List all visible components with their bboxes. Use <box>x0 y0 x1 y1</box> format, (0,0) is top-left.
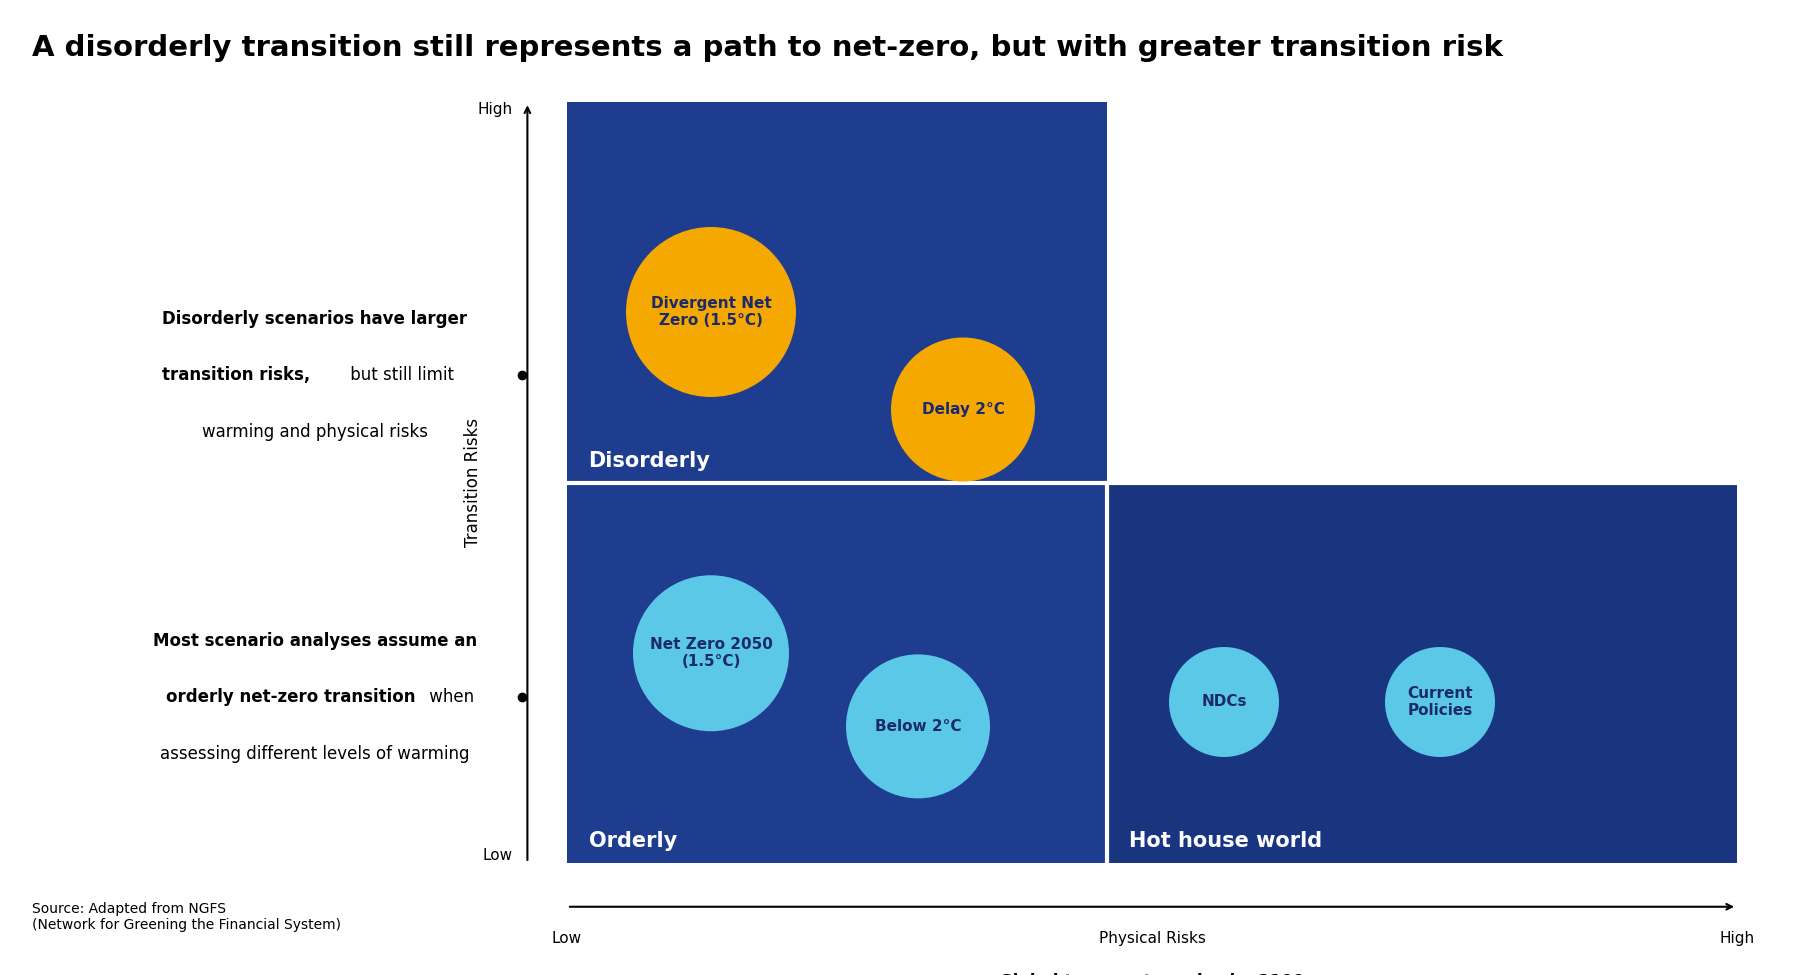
Text: Low: Low <box>553 931 581 946</box>
Text: Divergent Net
Zero (1.5°C): Divergent Net Zero (1.5°C) <box>650 295 772 329</box>
Ellipse shape <box>891 337 1035 482</box>
Text: when: when <box>423 688 473 706</box>
Text: Below 2°C: Below 2°C <box>875 719 961 734</box>
Bar <box>567 102 1107 483</box>
Text: Disorderly: Disorderly <box>589 450 711 471</box>
Text: Global temperature rise by 2100: Global temperature rise by 2100 <box>999 973 1305 975</box>
Text: orderly net-zero transition: orderly net-zero transition <box>166 688 416 706</box>
Bar <box>567 483 1107 863</box>
Ellipse shape <box>1168 647 1280 757</box>
Text: Hot house world: Hot house world <box>1129 831 1321 851</box>
Text: Source: Adapted from NGFS
(Network for Greening the Financial System): Source: Adapted from NGFS (Network for G… <box>32 902 342 932</box>
Text: High: High <box>477 102 513 117</box>
Text: Disorderly scenarios have larger: Disorderly scenarios have larger <box>162 310 468 328</box>
Text: Low: Low <box>482 848 513 863</box>
Text: but still limit: but still limit <box>344 367 454 384</box>
Text: Orderly: Orderly <box>589 831 677 851</box>
Ellipse shape <box>626 227 796 397</box>
Text: Physical Risks: Physical Risks <box>1098 931 1206 946</box>
Ellipse shape <box>846 654 990 799</box>
Text: Most scenario analyses assume an: Most scenario analyses assume an <box>153 632 477 649</box>
Text: NDCs: NDCs <box>1201 694 1247 710</box>
Bar <box>1107 483 1737 863</box>
Text: A disorderly transition still represents a path to net-zero, but with greater tr: A disorderly transition still represents… <box>32 34 1503 62</box>
Text: assessing different levels of warming: assessing different levels of warming <box>160 745 470 762</box>
Text: High: High <box>1719 931 1755 946</box>
Text: warming and physical risks: warming and physical risks <box>202 423 428 441</box>
Ellipse shape <box>1384 647 1496 757</box>
Text: Net Zero 2050
(1.5°C): Net Zero 2050 (1.5°C) <box>650 637 772 670</box>
Text: Delay 2°C: Delay 2°C <box>922 402 1004 417</box>
Ellipse shape <box>634 575 788 731</box>
Text: transition risks,: transition risks, <box>162 367 310 384</box>
Text: Current
Policies: Current Policies <box>1408 685 1472 719</box>
Text: Transition Risks: Transition Risks <box>464 418 482 547</box>
